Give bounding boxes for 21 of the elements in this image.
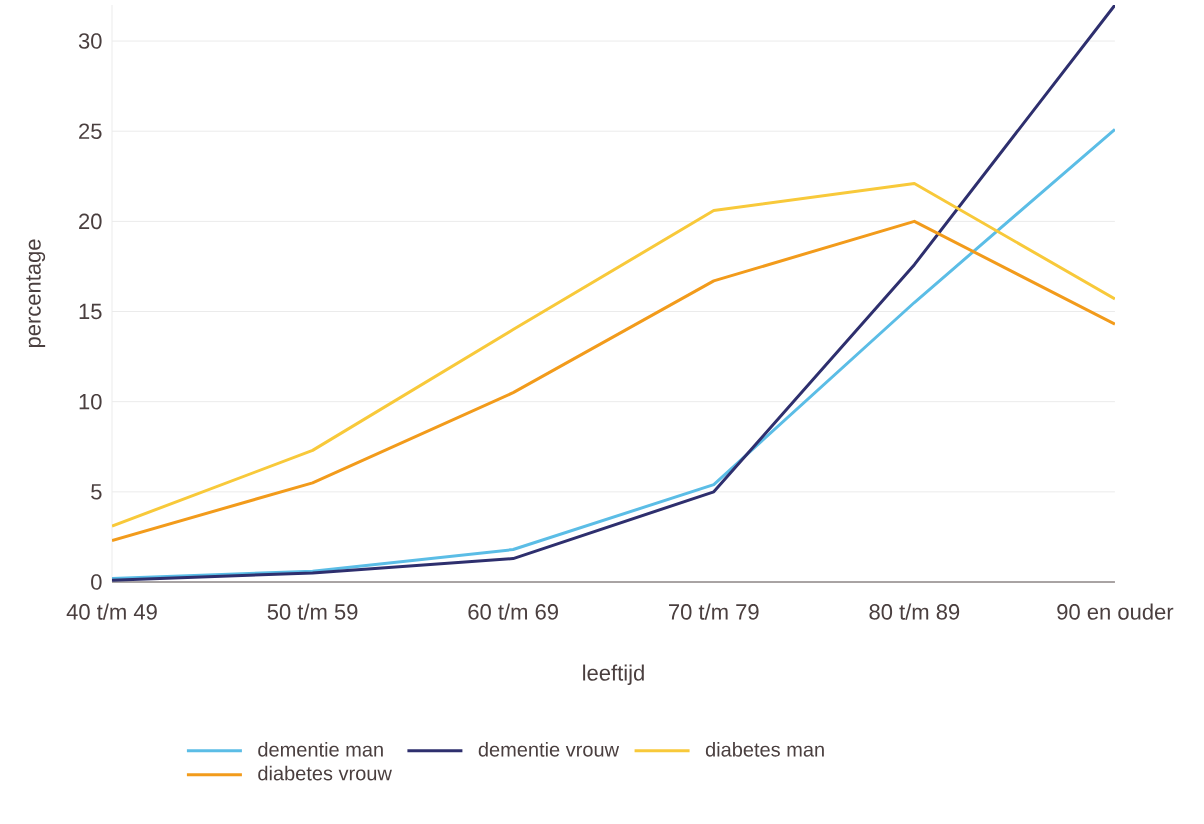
line-series — [112, 127, 1115, 580]
legend-label: dementie vrouw — [478, 741, 620, 757]
legend-label: dementie man — [258, 741, 383, 757]
legend-label: diabetes man — [705, 741, 824, 757]
y-tick-label: 30 — [78, 33, 102, 49]
x-tick-label: 80 t/m 89 — [869, 603, 960, 620]
line-series — [112, 5, 1115, 582]
y-tick-label: 5 — [91, 484, 102, 500]
x-tick-label: 40 t/m 49 — [66, 603, 157, 620]
x-axis-title: leeftijd — [583, 664, 644, 686]
x-tick-label: 60 t/m 69 — [468, 603, 558, 620]
y-tick-label: 20 — [79, 213, 102, 230]
x-tick-label: 90 en ouder — [1057, 603, 1174, 620]
legend-label: diabetes vrouw — [258, 765, 392, 781]
y-tick-label: 0 — [91, 574, 102, 590]
y-tick-label: 10 — [79, 393, 102, 410]
y-axis-title: percentage — [26, 239, 46, 348]
y-tick-label: 25 — [79, 123, 102, 140]
y-tick-label: 15 — [79, 303, 102, 320]
x-tick-label: 70 t/m 79 — [669, 603, 759, 620]
x-tick-label: 50 t/m 59 — [267, 603, 358, 620]
